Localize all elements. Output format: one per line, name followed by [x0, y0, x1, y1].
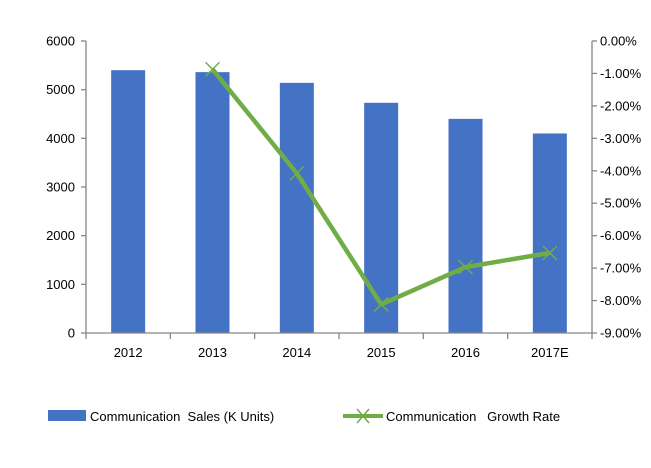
right-tick-label: -9.00% [600, 326, 642, 341]
bar-2013 [195, 72, 230, 333]
bar-2017E [532, 133, 567, 333]
x-tick-label: 2015 [367, 345, 396, 360]
legend-x-marker-icon [356, 408, 370, 424]
left-tick-label: 4000 [46, 131, 75, 146]
x-marker-icon [373, 296, 389, 312]
bar-2014 [279, 82, 314, 333]
right-tick-label: -7.00% [600, 261, 642, 276]
bar-2012 [111, 70, 146, 333]
x-marker-icon [542, 245, 558, 261]
left-tick-label: 2000 [46, 228, 75, 243]
right-tick-label: -5.00% [600, 196, 642, 211]
bar-2016 [448, 118, 483, 333]
left-tick-label: 3000 [46, 180, 75, 195]
bar-2015 [364, 102, 399, 333]
x-marker-icon [457, 259, 474, 275]
right-tick-label: -3.00% [600, 131, 642, 146]
x-tick-label: 2016 [451, 345, 480, 360]
x-tick-label: 2014 [282, 345, 311, 360]
right-tick-label: -6.00% [600, 228, 642, 243]
left-tick-label: 5000 [46, 82, 75, 97]
right-tick-label: -4.00% [600, 163, 642, 178]
left-tick-label: 1000 [46, 277, 75, 292]
legend-label-sales: Communication Sales (K Units) [90, 409, 274, 424]
x-marker-icon [204, 61, 221, 77]
left-tick-label: 0 [68, 326, 75, 341]
legend-label-growth: Communication Growth Rate [386, 409, 560, 424]
x-tick-label: 2013 [198, 345, 227, 360]
right-tick-label: -8.00% [600, 293, 642, 308]
x-marker-icon [289, 165, 305, 181]
left-tick-label: 6000 [46, 34, 75, 49]
legend-bar-swatch [48, 410, 86, 421]
x-tick-label: 2017E [531, 345, 569, 360]
right-tick-label: -1.00% [600, 66, 642, 81]
right-tick-label: -2.00% [600, 98, 642, 113]
right-tick-label: 0.00% [600, 34, 637, 49]
x-tick-label: 2012 [114, 345, 143, 360]
